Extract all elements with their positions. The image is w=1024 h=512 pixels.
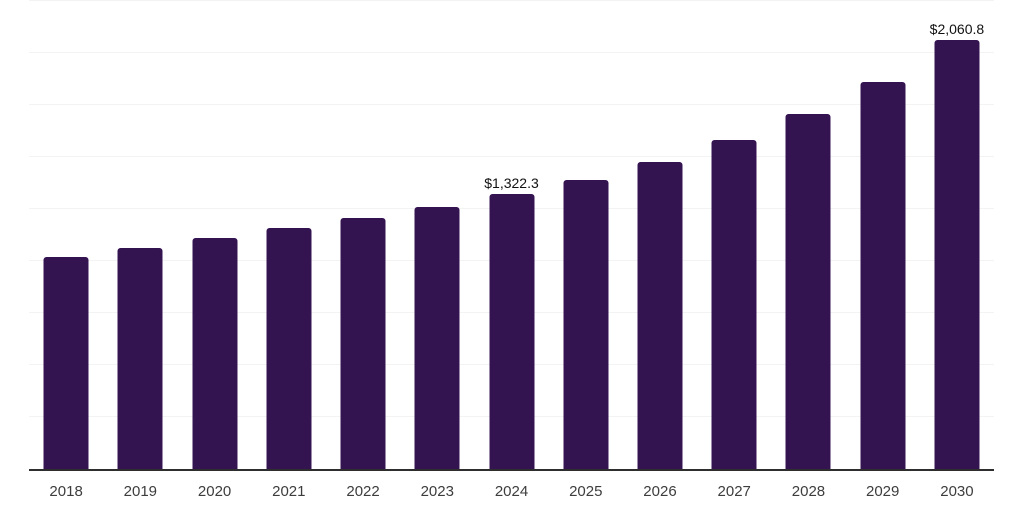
bar-column-2028 [771,1,845,469]
bar-column-2030: $2,060.8 [920,1,994,469]
bar-2018 [43,256,89,469]
x-tick-label-2025: 2025 [569,483,603,500]
bar-2021 [266,227,312,469]
x-tick-label-2019: 2019 [123,483,158,500]
bar-2020 [192,238,238,469]
x-tick-label-2028: 2028 [791,483,826,500]
bar-value-label-2030: $2,060.8 [929,21,985,38]
plot-area: $1,322.3 $2,060.8 [29,0,994,471]
x-tick-label-2022: 2022 [346,483,380,500]
bar-2025 [563,179,609,469]
x-axis-tick-labels: 2018 2019 2020 2021 2022 2023 2024 2025 2026 2027… [29,484,994,499]
bar-value-label-2024: $1,322.3 [484,174,539,191]
bar-column-2020 [177,1,251,469]
gridline [29,0,994,1]
x-tick-label-2030: 2030 [940,483,974,500]
x-tick-label-2018: 2018 [49,483,83,500]
bar-2019 [117,248,163,469]
x-tick-label-2024: 2024 [494,483,529,500]
bar-column-2024: $1,322.3 [474,1,548,469]
x-tick-label-2023: 2023 [420,483,454,500]
x-tick-label-2021: 2021 [272,483,306,500]
bar-2026 [637,162,683,469]
bar-2029 [860,81,906,469]
bar-columns: $1,322.3 $2,060.8 [29,1,994,469]
bar-column-2025 [549,1,623,469]
bar-column-2021 [252,1,326,469]
bar-column-2022 [326,1,400,469]
bar-column-2026 [623,1,697,469]
x-tick-label-2027: 2027 [717,483,751,500]
bar-column-2027 [697,1,771,469]
x-tick-label-2026: 2026 [643,483,677,500]
bar-column-2019 [103,1,177,469]
x-tick-label-2029: 2029 [866,483,900,500]
x-tick-label-2020: 2020 [197,483,232,500]
bar-2027 [711,140,757,469]
bar-column-2018 [29,1,103,469]
bar-2022 [340,217,386,469]
gridline [29,104,994,105]
bar-2023 [414,207,460,469]
bar-column-2029 [846,1,920,469]
gridline [29,52,994,53]
bar-2028 [785,114,831,469]
gridline [29,156,994,158]
bar-2030: $2,060.8 [930,22,984,469]
bar-column-2023 [400,1,474,469]
bar-2024: $1,322.3 [484,176,539,469]
